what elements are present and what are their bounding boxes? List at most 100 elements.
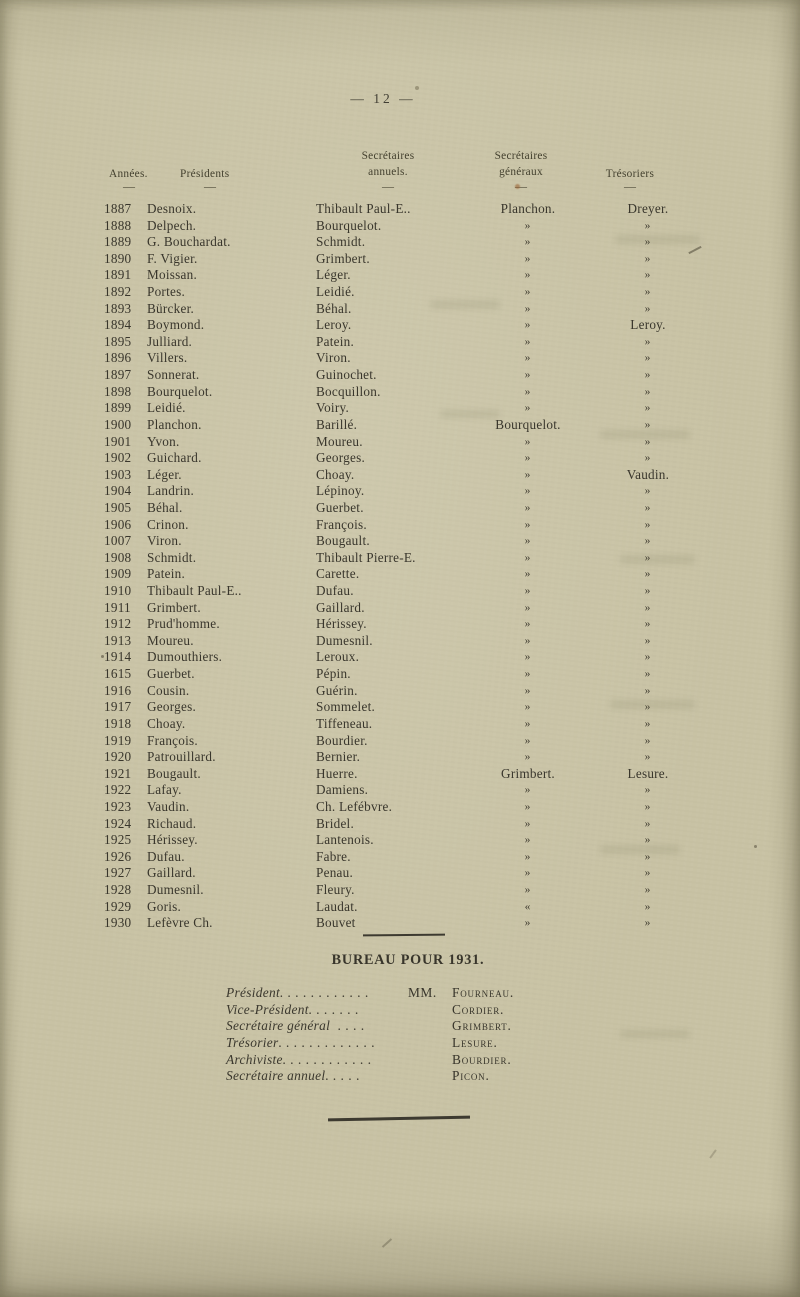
header-secretaires-generaux: Secrétaires généraux <box>494 150 548 178</box>
bureau-row: Secrétaire général .... Grimbert. <box>0 1018 800 1035</box>
president-cell: Bourquelot. <box>147 383 213 399</box>
bureau-row: Archiviste............ Bourdier. <box>0 1052 800 1069</box>
table-row: 1929 Goris. Laudat. « » <box>0 899 800 916</box>
table-row: 1916 Cousin. Guérin. » » <box>0 683 800 700</box>
secretaire-general-cell: » <box>524 917 532 930</box>
secretaire-annuel-cell: Lépinoy. <box>316 483 365 499</box>
president-cell: Villers. <box>147 350 188 366</box>
secretaire-general-cell: » <box>524 834 532 847</box>
secretaire-annuel-cell: Thibault Paul-E.. <box>316 201 411 216</box>
secretaire-general-cell: » <box>524 684 532 697</box>
bleedthrough-smudge <box>600 430 690 439</box>
secretaire-general-cell: » <box>524 601 532 614</box>
year-cell: 1908 <box>104 549 132 565</box>
president-cell: Gaillard. <box>147 865 196 881</box>
secretaire-annuel-cell: Penau. <box>316 865 354 881</box>
tresorier-cell: » <box>644 551 652 564</box>
tresorier-cell: » <box>644 402 652 415</box>
header-tresoriers: Trésoriers <box>605 168 655 180</box>
tresorier-cell: » <box>644 585 652 598</box>
tresorier-cell: » <box>644 784 652 797</box>
stray-mark <box>381 1238 393 1248</box>
president-cell: Desnoix. <box>147 201 197 216</box>
year-cell: 1919 <box>104 732 132 748</box>
year-cell: 1916 <box>104 682 132 698</box>
year-cell: 1887 <box>104 201 132 216</box>
bleedthrough-smudge <box>430 300 500 309</box>
secretaire-general-cell: » <box>524 817 532 830</box>
tresorier-cell: » <box>644 651 652 664</box>
table-row: 1893 Bürcker. Béhal. » » <box>0 301 800 318</box>
bureau-dot-leader: ....... <box>308 1001 364 1017</box>
bureau-dot-leader: .... <box>330 1018 369 1034</box>
table-row: 1903 Léger. Choay. » Vaudin. <box>0 467 800 484</box>
year-cell: 1899 <box>104 400 132 416</box>
president-cell: Cousin. <box>147 682 190 698</box>
table-row: 1917 Georges. Sommelet. » » <box>0 699 800 716</box>
year-cell: 1895 <box>104 333 132 349</box>
president-cell: Crinon. <box>147 516 189 532</box>
bleedthrough-smudge <box>620 555 695 564</box>
year-cell: 1918 <box>104 715 132 731</box>
table-row: 1925 Hérissey. Lantenois. » » <box>0 832 800 849</box>
table-row: 1894 Boymond. Leroy. » Leroy. <box>0 317 800 334</box>
table-row: 1895 Julliard. Patein. » » <box>0 334 800 351</box>
bureau-name: Grimbert. <box>452 1018 512 1034</box>
secretaire-annuel-cell: Bourquelot. <box>316 217 382 233</box>
secretaire-general-cell: » <box>524 618 532 631</box>
secretaire-annuel-cell: Thibault Pierre-E. <box>316 549 416 565</box>
tresorier-cell: » <box>644 302 652 315</box>
bureau-label: Secrétaire général .... <box>226 1018 369 1034</box>
tresorier-cell: » <box>644 634 652 647</box>
secretaire-annuel-cell: Choay. <box>316 466 355 482</box>
tresorier-cell: » <box>644 734 652 747</box>
year-cell: 1920 <box>104 749 132 765</box>
secretaire-annuel-cell: Guinochet. <box>316 367 377 383</box>
secretaire-annuel-cell: Tiffeneau. <box>316 715 373 731</box>
tresorier-cell: » <box>644 850 652 863</box>
year-cell: 1007 <box>104 533 132 549</box>
year-cell: 1923 <box>104 798 132 814</box>
secretaire-annuel-cell: Bocquillon. <box>316 383 381 399</box>
year-cell: 1911 <box>104 599 131 615</box>
paper-speck <box>754 845 757 848</box>
year-cell: 1928 <box>104 881 132 897</box>
secretaire-annuel-cell: Fleury. <box>316 881 355 897</box>
secretaire-general-cell: Planchon. <box>500 201 556 216</box>
year-cell: 1901 <box>104 433 132 449</box>
secretaire-annuel-cell: Patein. <box>316 333 355 349</box>
secretaire-general-cell: » <box>524 585 532 598</box>
secretaire-annuel-cell: Georges. <box>316 450 365 466</box>
secretaire-annuel-cell: François. <box>316 516 367 532</box>
tresorier-cell: » <box>644 684 652 697</box>
tresorier-cell: » <box>644 883 652 896</box>
table-row: 1918 Choay. Tiffeneau. » » <box>0 716 800 733</box>
bureau-label: Président............ <box>226 985 374 1000</box>
secretaire-annuel-cell: Pépin. <box>316 666 351 682</box>
table-row: 1890 F. Vigier. Grimbert. » » <box>0 251 800 268</box>
tresorier-cell: » <box>644 751 652 764</box>
secretaire-annuel-cell: Huerre. <box>316 765 358 781</box>
secretaire-general-cell: » <box>524 568 532 581</box>
tresorier-cell: » <box>644 485 652 498</box>
secretaire-annuel-cell: Grimbert. <box>316 250 370 266</box>
secretaire-general-cell: » <box>524 800 532 813</box>
secretaire-annuel-cell: Leroux. <box>316 649 360 665</box>
bureau-name: Fourneau. <box>452 985 514 1000</box>
secretaire-annuel-cell: Dumesnil. <box>316 632 373 648</box>
tresorier-cell: » <box>644 435 652 448</box>
secretaire-general-cell: » <box>524 551 532 564</box>
secretaire-general-cell: » <box>524 435 532 448</box>
secretaire-general-cell: Grimbert. <box>501 765 555 781</box>
year-cell: 1914 <box>104 649 132 665</box>
table-row: 1920 Patrouillard. Bernier. » » <box>0 749 800 766</box>
year-cell: 1893 <box>104 300 132 316</box>
secretaire-general-cell: » <box>524 518 532 531</box>
president-cell: Richaud. <box>147 815 197 831</box>
table-row: 1007 Viron. Bougault. » » <box>0 533 800 550</box>
secretaire-general-cell: Bourquelot. <box>495 416 561 432</box>
secretaire-general-cell: » <box>524 269 532 282</box>
president-cell: Prud'homme. <box>147 616 220 632</box>
president-cell: Léger. <box>147 466 182 482</box>
tresorier-cell: » <box>644 335 652 348</box>
